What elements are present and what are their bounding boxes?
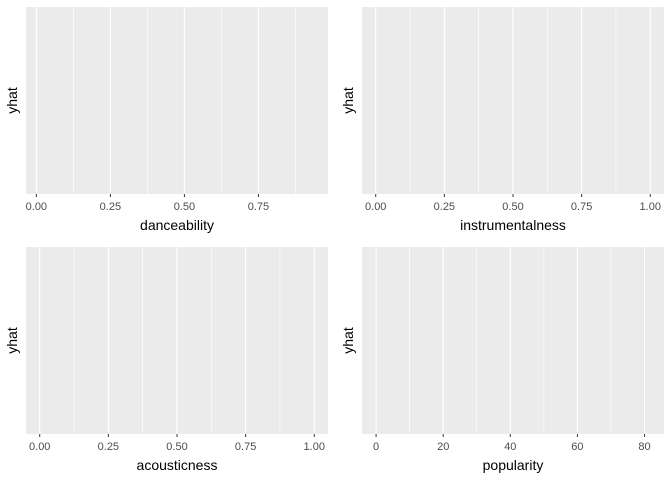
x-tick-label: 0.00 [365, 201, 386, 213]
x-tick-label: 20 [437, 441, 449, 453]
y-axis-title: yhat [340, 87, 356, 114]
x-tick-label: 0.00 [26, 201, 47, 213]
y-axis-title: yhat [340, 327, 356, 354]
x-tick-label: 40 [504, 441, 516, 453]
x-tick-label: 0.25 [100, 201, 121, 213]
x-axis-title: instrumentalness [460, 217, 566, 233]
x-tick-label: 0.50 [174, 201, 195, 213]
x-tick-label: 60 [571, 441, 583, 453]
panel-danceability: 0.00 0.25 0.50 0.75 danceability yhat [4, 7, 328, 233]
x-tick-label: 0.75 [235, 441, 256, 453]
x-tick-label: 1.00 [304, 441, 325, 453]
y-axis-title: yhat [4, 327, 20, 354]
x-tick-label: 0.25 [98, 441, 119, 453]
x-tick-label: 1.00 [640, 201, 661, 213]
x-tick-label: 0.75 [571, 201, 592, 213]
panel-instrumentalness: 0.00 0.25 0.50 0.75 1.00 instrumentalness yhat [340, 7, 664, 233]
x-tick-label: 0 [373, 441, 379, 453]
x-axis-title: acousticness [137, 457, 218, 473]
panel-acousticness: 0.00 0.25 0.50 0.75 1.00 acousticness yhat [4, 247, 328, 473]
x-tick-label: 0.25 [434, 201, 455, 213]
x-tick-label: 0.50 [502, 201, 523, 213]
panel-background [362, 247, 664, 434]
panel-background [26, 7, 328, 194]
x-tick-label: 80 [638, 441, 650, 453]
x-axis-title: danceability [140, 217, 214, 233]
x-tick-label: 0.50 [166, 441, 187, 453]
x-axis-title: popularity [483, 457, 544, 473]
x-tick-label: 0.75 [248, 201, 269, 213]
panel-popularity: 0 20 40 60 80 popularity yhat [340, 247, 664, 473]
y-axis-title: yhat [4, 87, 20, 114]
x-tick-label: 0.00 [29, 441, 50, 453]
